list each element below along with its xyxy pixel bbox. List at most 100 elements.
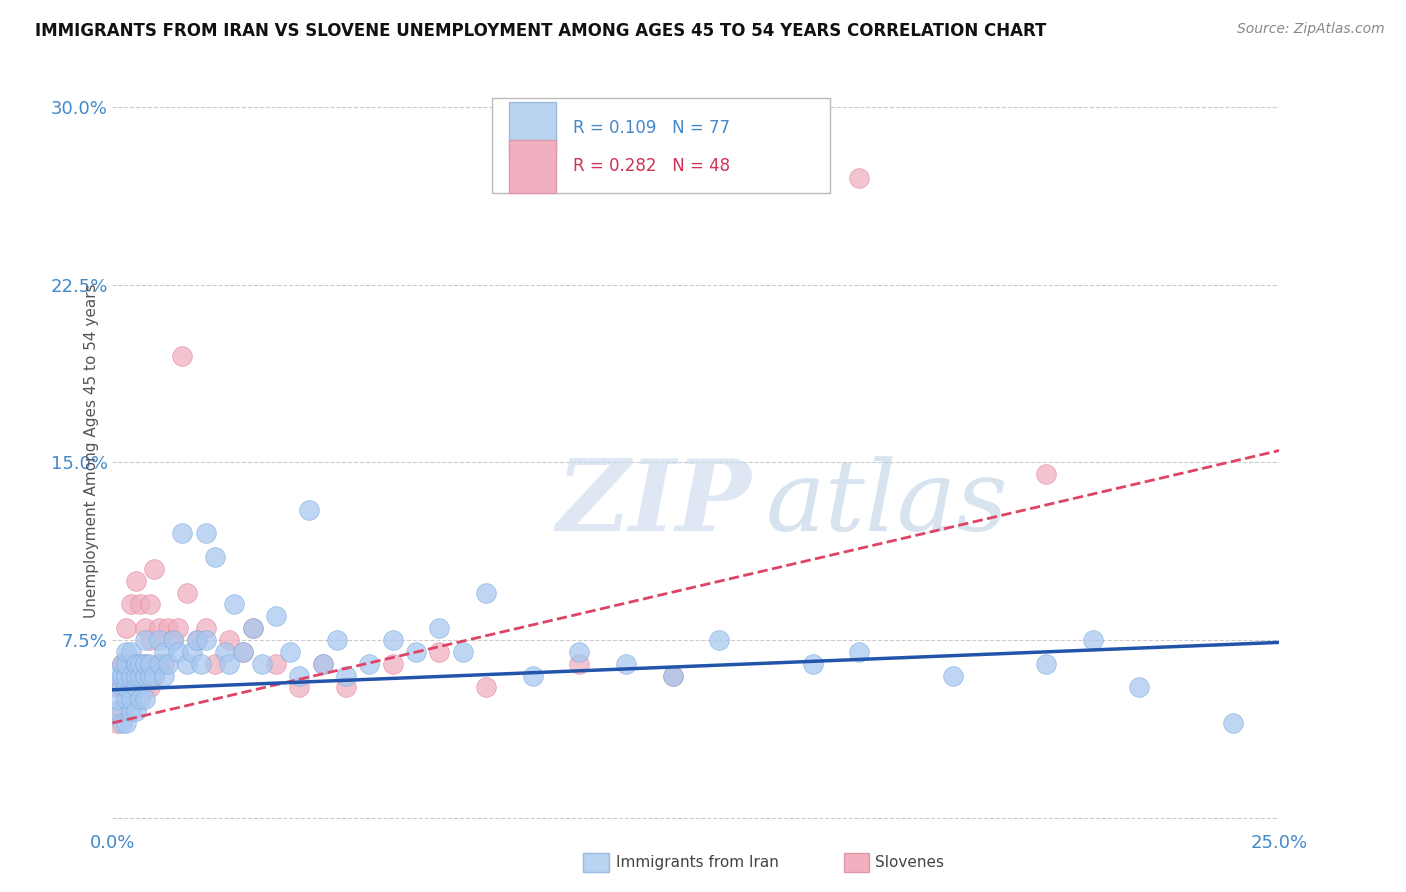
Point	[194, 526, 217, 541]
Point	[129, 657, 152, 671]
Point	[143, 668, 166, 682]
Point	[1081, 633, 1104, 648]
Point	[1035, 657, 1057, 671]
Text: atlas: atlas	[766, 456, 1008, 551]
Point	[139, 633, 162, 648]
Point	[288, 681, 311, 695]
Point	[115, 657, 138, 671]
Point	[180, 645, 202, 659]
Point	[222, 598, 245, 612]
Point	[157, 621, 180, 635]
Point	[942, 668, 965, 682]
Point	[381, 657, 404, 671]
Point	[475, 585, 498, 599]
Point	[325, 633, 347, 648]
Point	[134, 681, 156, 695]
Point	[129, 692, 152, 706]
Point	[172, 526, 194, 541]
Point	[522, 668, 544, 682]
Point	[120, 692, 142, 706]
Point	[242, 621, 264, 635]
Point	[172, 349, 194, 363]
Point	[427, 621, 450, 635]
Point	[115, 681, 138, 695]
Point	[120, 692, 142, 706]
Point	[105, 715, 128, 730]
Text: Source: ZipAtlas.com: Source: ZipAtlas.com	[1237, 22, 1385, 37]
Point	[120, 598, 142, 612]
Point	[661, 668, 683, 682]
Point	[134, 657, 156, 671]
Text: IMMIGRANTS FROM IRAN VS SLOVENE UNEMPLOYMENT AMONG AGES 45 TO 54 YEARS CORRELATI: IMMIGRANTS FROM IRAN VS SLOVENE UNEMPLOY…	[35, 22, 1046, 40]
Point	[139, 668, 162, 682]
Point	[427, 645, 450, 659]
Point	[264, 657, 287, 671]
Point	[162, 633, 184, 648]
Point	[115, 621, 138, 635]
Point	[111, 715, 134, 730]
Point	[186, 633, 208, 648]
Bar	[509, 102, 555, 155]
Point	[568, 657, 591, 671]
Point	[125, 574, 148, 588]
Point	[125, 681, 148, 695]
Point	[105, 681, 128, 695]
Point	[194, 621, 217, 635]
Point	[661, 668, 683, 682]
Point	[105, 668, 128, 682]
Point	[129, 598, 152, 612]
Point	[451, 645, 474, 659]
Point	[709, 633, 731, 648]
FancyBboxPatch shape	[492, 98, 830, 193]
Point	[148, 657, 170, 671]
Point	[218, 657, 240, 671]
Point	[166, 621, 188, 635]
Point	[129, 668, 152, 682]
Point	[232, 645, 254, 659]
Text: ZIP: ZIP	[555, 455, 751, 552]
Point	[139, 657, 162, 671]
Point	[115, 645, 138, 659]
Point	[105, 704, 128, 718]
Point	[335, 668, 357, 682]
Point	[139, 598, 162, 612]
Point	[125, 704, 148, 718]
Point	[204, 550, 226, 565]
Point	[115, 657, 138, 671]
Text: R = 0.282   N = 48: R = 0.282 N = 48	[574, 157, 731, 175]
Point	[134, 621, 156, 635]
Text: Immigrants from Iran: Immigrants from Iran	[616, 855, 779, 870]
Point	[264, 609, 287, 624]
Point	[204, 657, 226, 671]
Point	[120, 657, 142, 671]
Point	[115, 715, 138, 730]
Point	[129, 668, 152, 682]
Point	[148, 621, 170, 635]
Point	[166, 645, 188, 659]
Point	[148, 633, 170, 648]
Point	[359, 657, 381, 671]
Point	[153, 645, 176, 659]
Point	[186, 633, 208, 648]
Point	[1222, 715, 1244, 730]
Point	[148, 657, 170, 671]
Point	[143, 562, 166, 576]
Point	[111, 681, 134, 695]
Point	[278, 645, 301, 659]
Point	[242, 621, 264, 635]
Point	[157, 657, 180, 671]
Point	[214, 645, 236, 659]
Point	[115, 692, 138, 706]
Point	[568, 645, 591, 659]
Point	[614, 657, 637, 671]
Point	[1035, 467, 1057, 482]
Point	[176, 585, 198, 599]
Point	[297, 502, 319, 516]
Point	[120, 668, 142, 682]
Point	[218, 633, 240, 648]
Point	[232, 645, 254, 659]
Point	[405, 645, 427, 659]
Point	[115, 681, 138, 695]
Point	[848, 645, 870, 659]
Point	[125, 668, 148, 682]
